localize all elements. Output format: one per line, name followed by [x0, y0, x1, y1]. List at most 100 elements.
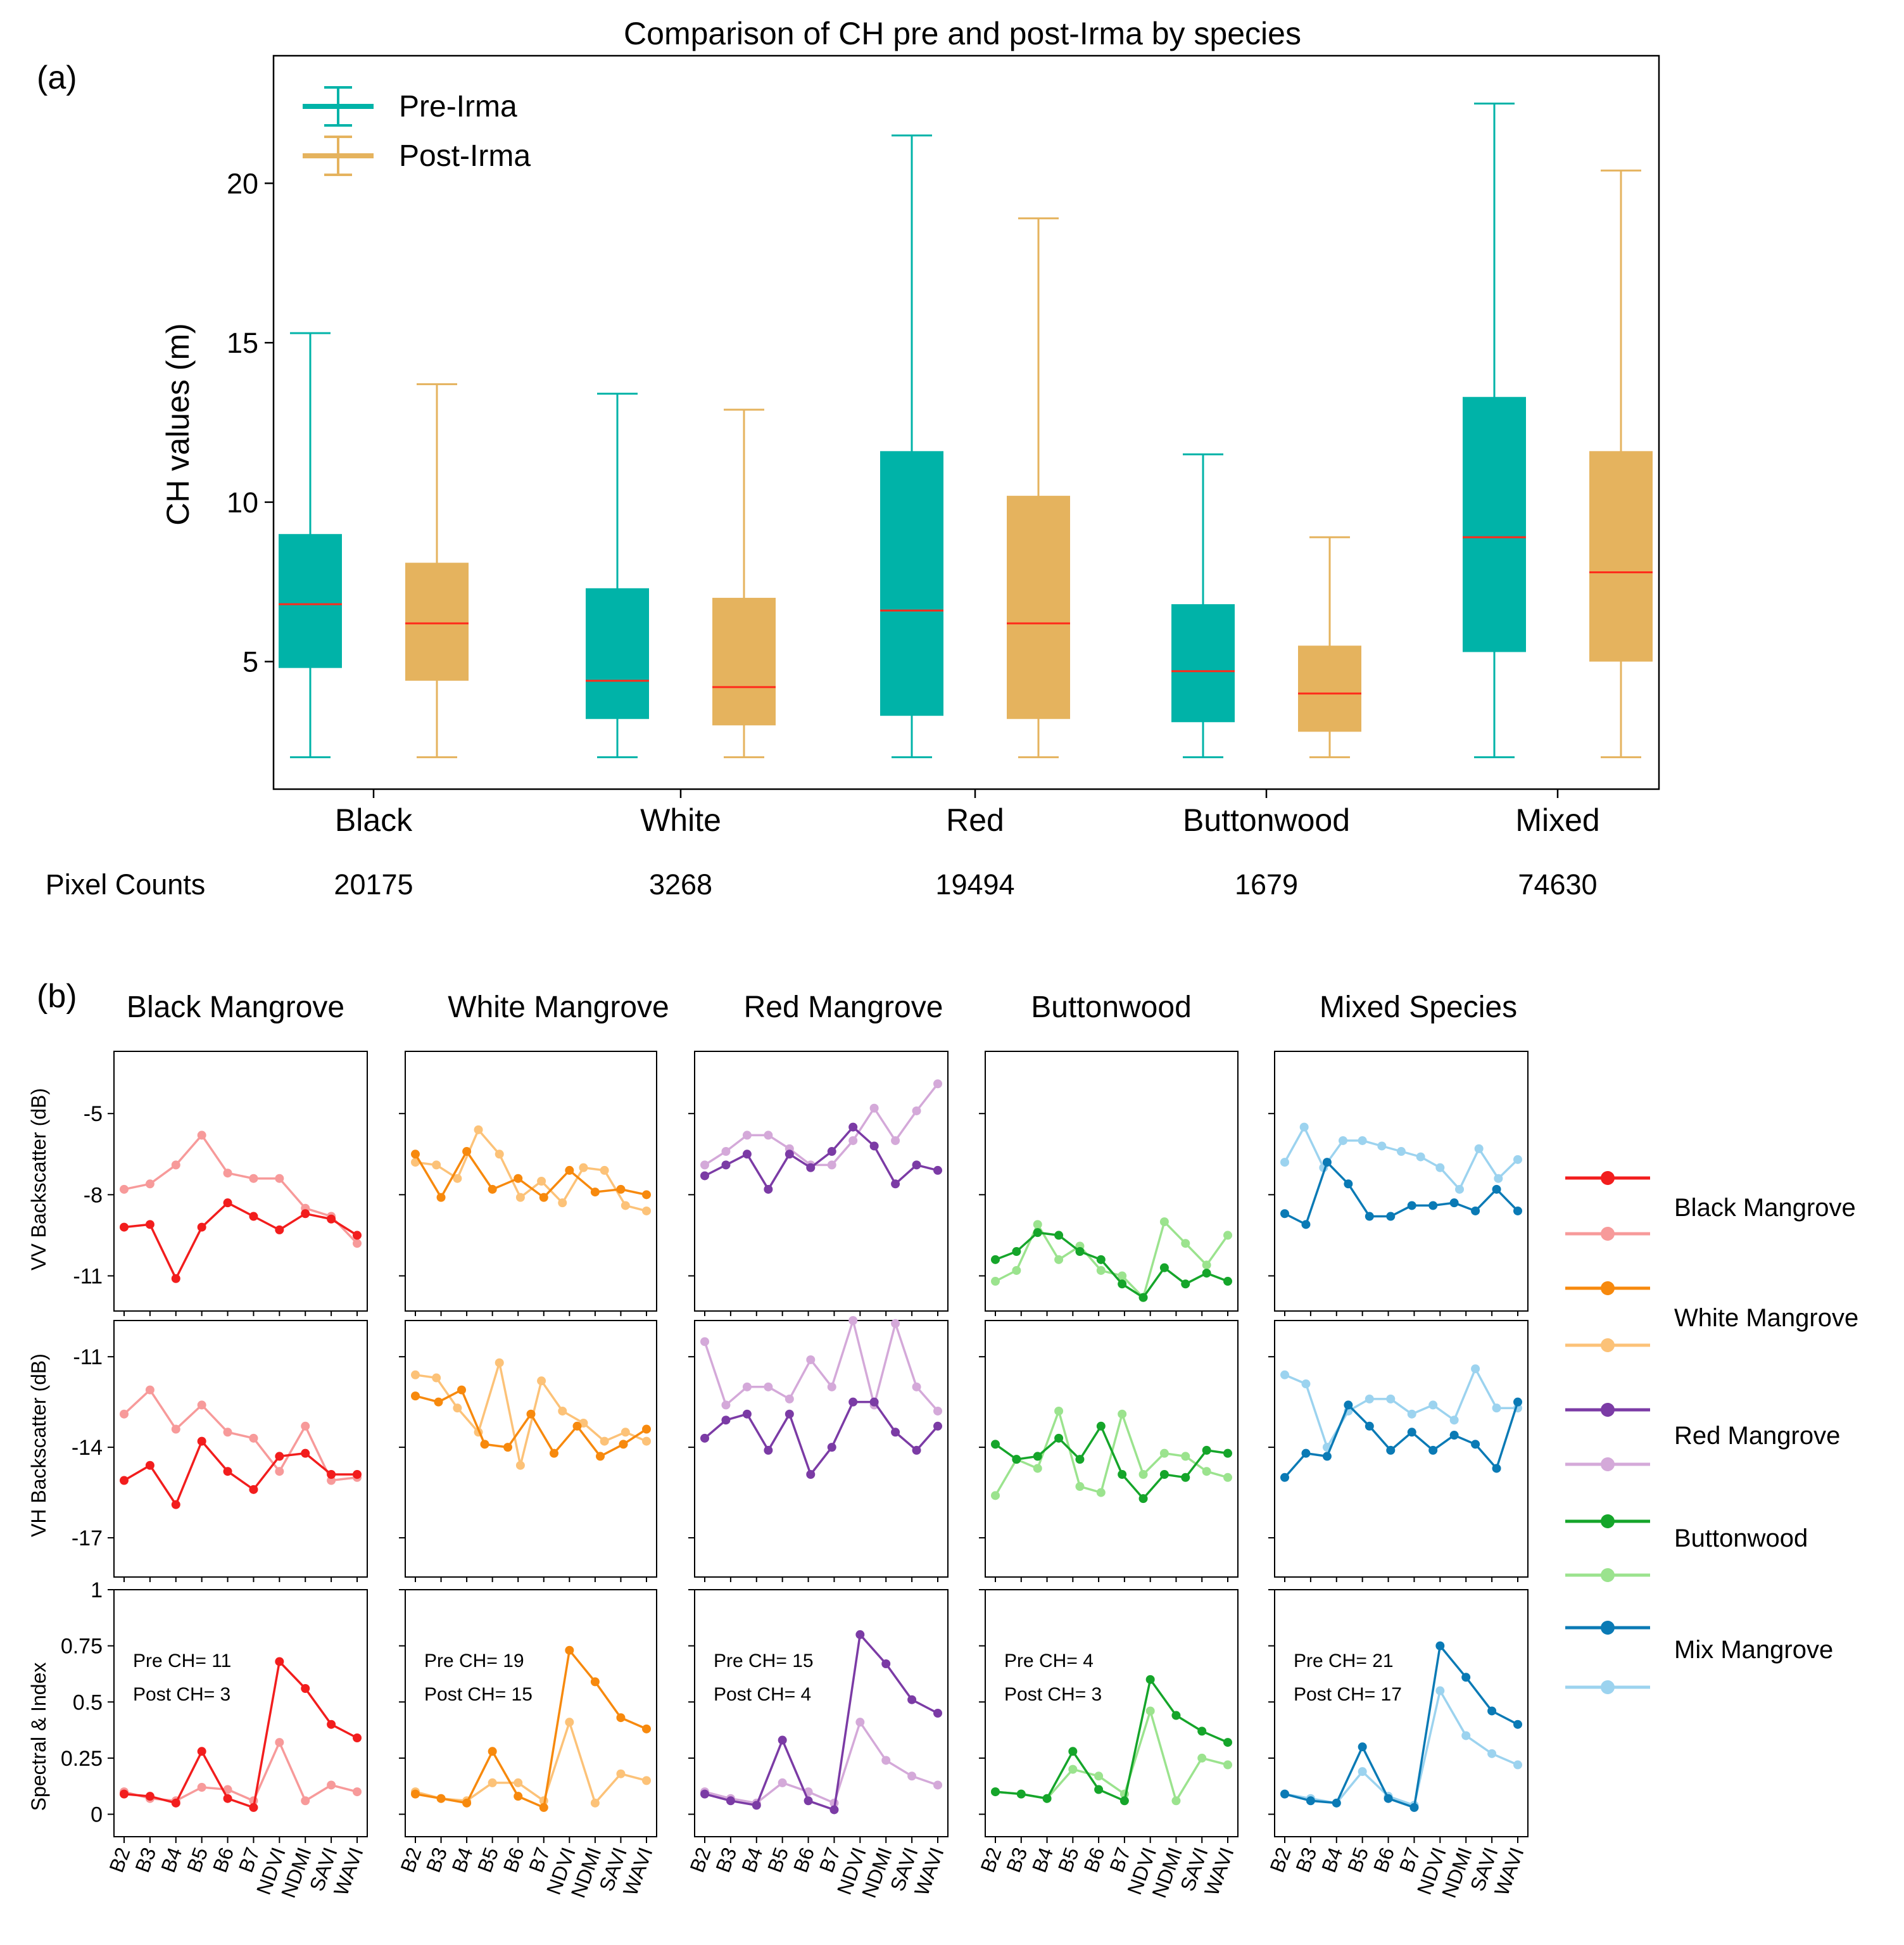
legend-marker-light: [1601, 1457, 1615, 1471]
series-point-dark: [1471, 1206, 1480, 1215]
series-point-light: [1513, 1760, 1522, 1770]
series-point-light: [1377, 1141, 1387, 1151]
series-point-light: [1471, 1364, 1480, 1374]
species-title-4: Mixed Species: [1320, 991, 1517, 1024]
series-point-dark: [1513, 1206, 1522, 1215]
y-tick-label: 0.25: [61, 1747, 103, 1771]
series-point-dark: [1513, 1720, 1522, 1729]
series-point-light: [1033, 1220, 1042, 1229]
series-point-dark: [1068, 1747, 1078, 1756]
y-tick-label: -11: [73, 1345, 103, 1369]
series-point-light: [453, 1403, 462, 1413]
series-point-light: [1428, 1400, 1438, 1410]
series-point-dark: [1202, 1269, 1211, 1278]
series-point-dark: [1306, 1796, 1315, 1806]
series-point-light: [1159, 1448, 1169, 1458]
series-point-light: [1202, 1260, 1211, 1270]
series-point-dark: [436, 1794, 446, 1803]
box-pre-black: [279, 534, 342, 668]
pixel-count-white: 3268: [649, 868, 712, 901]
post-ch-label: Post CH= 3: [1004, 1684, 1102, 1705]
series-point-dark: [891, 1179, 900, 1189]
series-point-light: [764, 1131, 773, 1140]
series-point-light: [223, 1785, 232, 1794]
series-point-dark: [700, 1789, 709, 1799]
series-point-dark: [572, 1421, 582, 1431]
series-point-dark: [197, 1222, 206, 1232]
subplot-frame: [1274, 1051, 1529, 1312]
box-pre-red: [880, 451, 943, 716]
series-point-dark: [488, 1184, 497, 1194]
series-point-light: [1223, 1231, 1232, 1240]
series-point-dark: [327, 1214, 336, 1224]
series-point-dark: [1033, 1452, 1042, 1461]
series-point-dark: [120, 1789, 129, 1799]
series-point-light: [1054, 1406, 1064, 1416]
subplot-frame: [694, 1320, 949, 1578]
series-point-light: [275, 1467, 284, 1476]
series-line-light: [703, 1316, 939, 1412]
series-point-light: [1513, 1155, 1522, 1164]
subplot-frame: [113, 1051, 368, 1312]
box-pre-mixed: [1463, 396, 1526, 652]
series-point-light: [1386, 1394, 1396, 1403]
legend-marker-light: [1601, 1568, 1615, 1582]
species-title-3: Buttonwood: [1031, 991, 1192, 1024]
series-point-light: [558, 1198, 567, 1208]
series-point-dark: [462, 1798, 472, 1808]
series-point-light: [1365, 1394, 1374, 1403]
series-point-dark: [912, 1160, 921, 1170]
series-point-light: [590, 1798, 600, 1808]
species-title-0: Black Mangrove: [127, 991, 344, 1024]
series-point-dark: [642, 1724, 651, 1733]
series-point-light: [1339, 1136, 1347, 1145]
series-point-light: [827, 1382, 836, 1391]
series-point-dark: [1033, 1228, 1042, 1238]
series-point-dark: [1301, 1448, 1311, 1458]
series-point-light: [869, 1103, 879, 1113]
series-point-light: [1435, 1686, 1445, 1695]
series-point-dark: [1159, 1263, 1169, 1272]
series-point-dark: [848, 1397, 858, 1407]
series-line-light: [704, 1083, 939, 1167]
series-point-dark: [301, 1684, 310, 1693]
panel-b-label: (b): [37, 978, 77, 1015]
series-point-light: [537, 1177, 546, 1186]
series-point-light: [1474, 1144, 1484, 1153]
series-point-dark: [1094, 1785, 1104, 1794]
series-point-dark: [1487, 1706, 1497, 1716]
series-point-dark: [1096, 1255, 1106, 1264]
series-point-dark: [223, 1794, 232, 1803]
series-point-dark: [764, 1184, 773, 1194]
series-point-dark: [700, 1433, 709, 1443]
pixel-counts-label: Pixel Counts: [46, 868, 206, 901]
y-tick-label: -11: [73, 1264, 103, 1288]
legend-label-pre-irma: Pre-Irma: [399, 90, 517, 124]
series-point-dark: [869, 1141, 879, 1151]
series-point-dark: [1012, 1455, 1021, 1464]
series-point-dark: [301, 1448, 310, 1458]
series-point-dark: [411, 1789, 420, 1799]
subplot-frame: [694, 1589, 949, 1837]
series-point-light: [1449, 1416, 1459, 1425]
series-point-dark: [881, 1659, 891, 1668]
series-point-light: [1280, 1370, 1289, 1379]
series-point-light: [621, 1201, 630, 1210]
series-point-dark: [1016, 1789, 1026, 1799]
series-point-light: [1461, 1731, 1471, 1740]
series-point-dark: [1384, 1794, 1393, 1803]
series-point-dark: [721, 1160, 731, 1170]
series-point-light: [1202, 1467, 1211, 1476]
series-point-dark: [616, 1713, 626, 1723]
series-point-dark: [804, 1796, 813, 1806]
series-point-dark: [249, 1485, 258, 1494]
series-point-light: [912, 1106, 921, 1115]
series-point-light: [120, 1409, 129, 1419]
series-point-dark: [145, 1220, 154, 1229]
series-point-dark: [275, 1452, 284, 1461]
y-tick-label: 1: [91, 1578, 103, 1602]
series-point-light: [785, 1394, 794, 1403]
series-point-dark: [1118, 1470, 1127, 1479]
series-point-light: [301, 1421, 310, 1431]
